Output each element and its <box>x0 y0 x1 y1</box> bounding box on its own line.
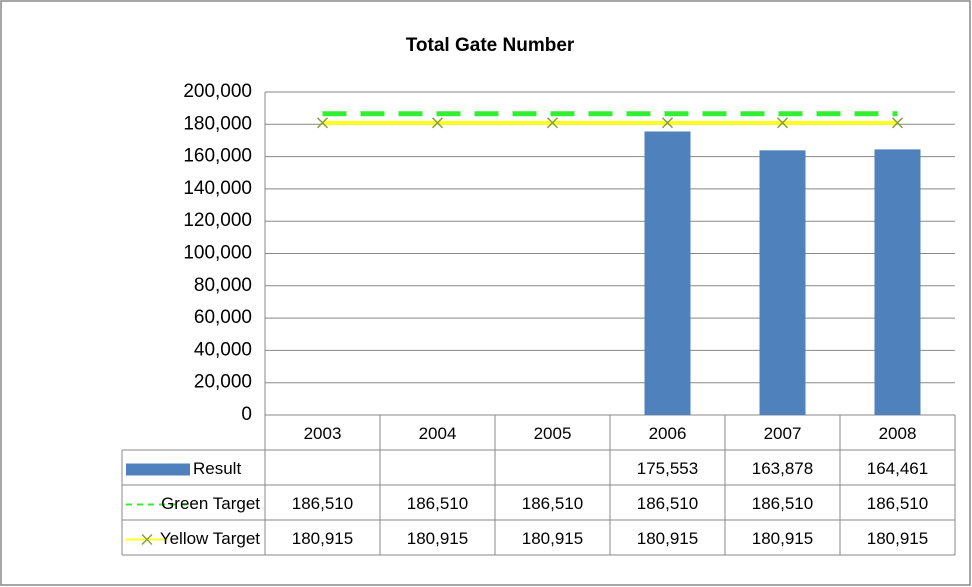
x-tick-label: 2007 <box>764 424 802 443</box>
table-cell: 186,510 <box>867 494 928 513</box>
y-tick-label: 120,000 <box>183 210 252 231</box>
legend-label: Result <box>193 459 241 478</box>
bar <box>644 131 691 415</box>
table-cell: 180,915 <box>407 529 468 548</box>
y-tick-label: 40,000 <box>194 339 252 360</box>
y-tick-label: 160,000 <box>183 146 252 167</box>
table-cell: 186,510 <box>522 494 583 513</box>
legend-marker <box>141 533 153 546</box>
x-tick-label: 2003 <box>304 424 342 443</box>
x-tick-label: 2005 <box>534 424 572 443</box>
marker <box>661 117 674 129</box>
legend-label: Green Target <box>161 494 260 513</box>
legend-key <box>126 463 190 476</box>
table-cell: 164,461 <box>867 459 928 478</box>
bar <box>759 150 806 415</box>
x-tick-label: 2006 <box>649 424 687 443</box>
y-tick-label: 180,000 <box>183 113 252 134</box>
table-cell: 180,915 <box>867 529 928 548</box>
x-tick-label: 2008 <box>879 424 917 443</box>
y-tick-label: 140,000 <box>183 178 252 199</box>
y-tick-label: 80,000 <box>194 275 252 296</box>
bar <box>874 149 921 415</box>
table-cell: 180,915 <box>637 529 698 548</box>
table-cell: 163,878 <box>752 459 813 478</box>
marker <box>316 117 329 129</box>
y-tick-label: 60,000 <box>194 307 252 328</box>
table-cell: 186,510 <box>407 494 468 513</box>
table-cell: 186,510 <box>637 494 698 513</box>
table-cell: 175,553 <box>637 459 698 478</box>
y-tick-label: 0 <box>241 404 252 425</box>
table-cell: 180,915 <box>522 529 583 548</box>
table-cell: 186,510 <box>292 494 353 513</box>
y-tick-label: 100,000 <box>183 243 252 264</box>
table-cell: 180,915 <box>752 529 813 548</box>
marker <box>891 117 904 129</box>
marker <box>776 117 789 129</box>
x-tick-label: 2004 <box>419 424 457 443</box>
table-cell: 180,915 <box>292 529 353 548</box>
marker <box>431 117 444 129</box>
marker <box>546 117 559 129</box>
y-tick-label: 200,000 <box>183 81 252 102</box>
chart-title: Total Gate Number <box>406 35 575 56</box>
table-cell: 186,510 <box>752 494 813 513</box>
legend-label: Yellow Target <box>160 529 260 548</box>
y-tick-label: 20,000 <box>194 372 252 393</box>
